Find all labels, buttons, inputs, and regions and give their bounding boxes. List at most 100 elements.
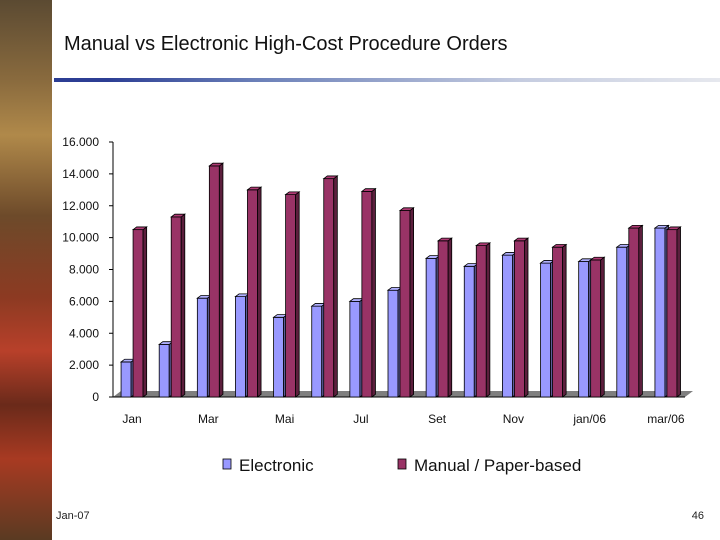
x-tick-label: jan/06 — [572, 412, 606, 426]
manual-bar-front — [247, 189, 258, 398]
manual-bar-front — [285, 194, 297, 398]
electronic-bar — [196, 294, 213, 398]
manual-bar — [589, 256, 606, 398]
electronic-bar-front — [463, 265, 475, 398]
manual-bar-top — [551, 244, 568, 248]
manual-bar — [284, 191, 301, 398]
legend-electronic-swatch — [222, 458, 232, 470]
y-tick-label: 16.000 — [62, 135, 99, 149]
y-tick-label: 6.000 — [69, 294, 99, 308]
y-tick-label: 0 — [92, 390, 99, 404]
electronic-bar-top — [653, 224, 670, 229]
legend-manual-label: Manual / Paper-based — [414, 456, 581, 475]
y-tick-label: 12.000 — [62, 199, 99, 213]
y-tick-label: 2.000 — [69, 358, 99, 372]
manual-bar-side — [257, 186, 262, 398]
electronic-bar — [234, 293, 251, 398]
electronic-bar-front — [540, 262, 551, 398]
electronic-bar — [348, 297, 365, 398]
manual-bar-side — [524, 237, 529, 398]
manual-bar-front — [399, 210, 411, 398]
y-tick-label: 14.000 — [62, 167, 99, 181]
manual-bar-side — [485, 242, 491, 398]
manual-bar — [208, 162, 225, 398]
manual-bar-front — [514, 240, 525, 398]
manual-bar-side — [333, 175, 338, 398]
manual-bar-top — [589, 256, 606, 261]
electronic-bar-front — [158, 344, 170, 398]
manual-bar — [169, 213, 187, 398]
manual-bar-top — [436, 237, 453, 242]
electronic-bar — [310, 302, 327, 398]
x-tick-label: Jul — [353, 412, 368, 426]
electronic-bar-front — [501, 254, 513, 398]
manual-bar-front — [628, 227, 640, 398]
manual-bar-top — [131, 226, 148, 231]
manual-bar — [360, 187, 377, 398]
manual-bar — [513, 237, 530, 398]
electronic-bar — [539, 259, 556, 398]
electronic-bar-front — [196, 297, 208, 398]
footer-date: Jan-07 — [56, 510, 90, 522]
manual-bar-top — [398, 207, 415, 211]
electronic-bar-front — [311, 305, 323, 398]
manual-bar-front — [361, 191, 373, 398]
manual-bar-top — [246, 186, 263, 191]
electronic-bar-front — [273, 316, 285, 398]
manual-bar-side — [409, 207, 415, 398]
y-tick-label: 4.000 — [69, 326, 99, 340]
electronic-bar — [501, 251, 518, 398]
electronic-bar-front — [578, 261, 590, 398]
electronic-bar-front — [120, 361, 132, 398]
legend-manual-swatch — [397, 458, 407, 470]
electronic-bar — [157, 340, 175, 398]
electronic-bar-front — [425, 257, 437, 398]
manual-bar-top — [475, 242, 492, 246]
x-tick-label: Mar — [198, 412, 219, 426]
electronic-bar-front — [387, 289, 399, 398]
manual-bar-side — [218, 162, 224, 398]
manual-bar-side — [447, 237, 453, 398]
electronic-bar — [615, 243, 632, 398]
electronic-bar-front — [616, 246, 628, 398]
manual-bar-top — [284, 191, 301, 195]
x-tick-label: Jan — [122, 412, 141, 426]
manual-bar — [665, 226, 682, 398]
legend-electronic-label: Electronic — [239, 456, 314, 475]
manual-bar — [246, 186, 263, 398]
manual-bar-front — [590, 259, 602, 398]
y-tick-label: 10.000 — [62, 231, 99, 245]
manual-bar — [627, 224, 644, 398]
y-tick-label: 8.000 — [69, 263, 99, 277]
manual-bar-side — [638, 224, 643, 398]
x-tick-label: Mai — [275, 412, 294, 426]
manual-bar-side — [142, 226, 148, 398]
electronic-bar — [463, 262, 480, 398]
electronic-bar-front — [235, 296, 246, 398]
manual-bar-front — [170, 216, 182, 398]
manual-bar-side — [562, 243, 567, 398]
electronic-bar-front — [349, 300, 361, 398]
manual-bar-side — [180, 213, 186, 398]
electronic-bar — [577, 258, 594, 398]
manual-bar-top — [208, 162, 225, 167]
manual-bar — [398, 207, 415, 398]
manual-bar-side — [600, 256, 605, 398]
manual-bar-front — [132, 229, 144, 398]
manual-bar-front — [475, 245, 487, 398]
electronic-bar — [424, 254, 441, 398]
title-divider — [54, 78, 720, 82]
manual-bar-top — [360, 188, 377, 192]
page-number: 46 — [691, 510, 704, 522]
x-tick-label: Set — [428, 412, 447, 426]
decorative-photo-strip — [0, 0, 52, 540]
manual-bar — [322, 175, 339, 398]
electronic-bar — [119, 358, 136, 398]
electronic-bar — [272, 313, 289, 398]
x-tick-label: Nov — [503, 412, 524, 426]
electronic-bar — [386, 286, 403, 398]
manual-bar — [436, 237, 453, 398]
manual-bar-top — [627, 224, 644, 229]
manual-bar-side — [371, 187, 376, 398]
